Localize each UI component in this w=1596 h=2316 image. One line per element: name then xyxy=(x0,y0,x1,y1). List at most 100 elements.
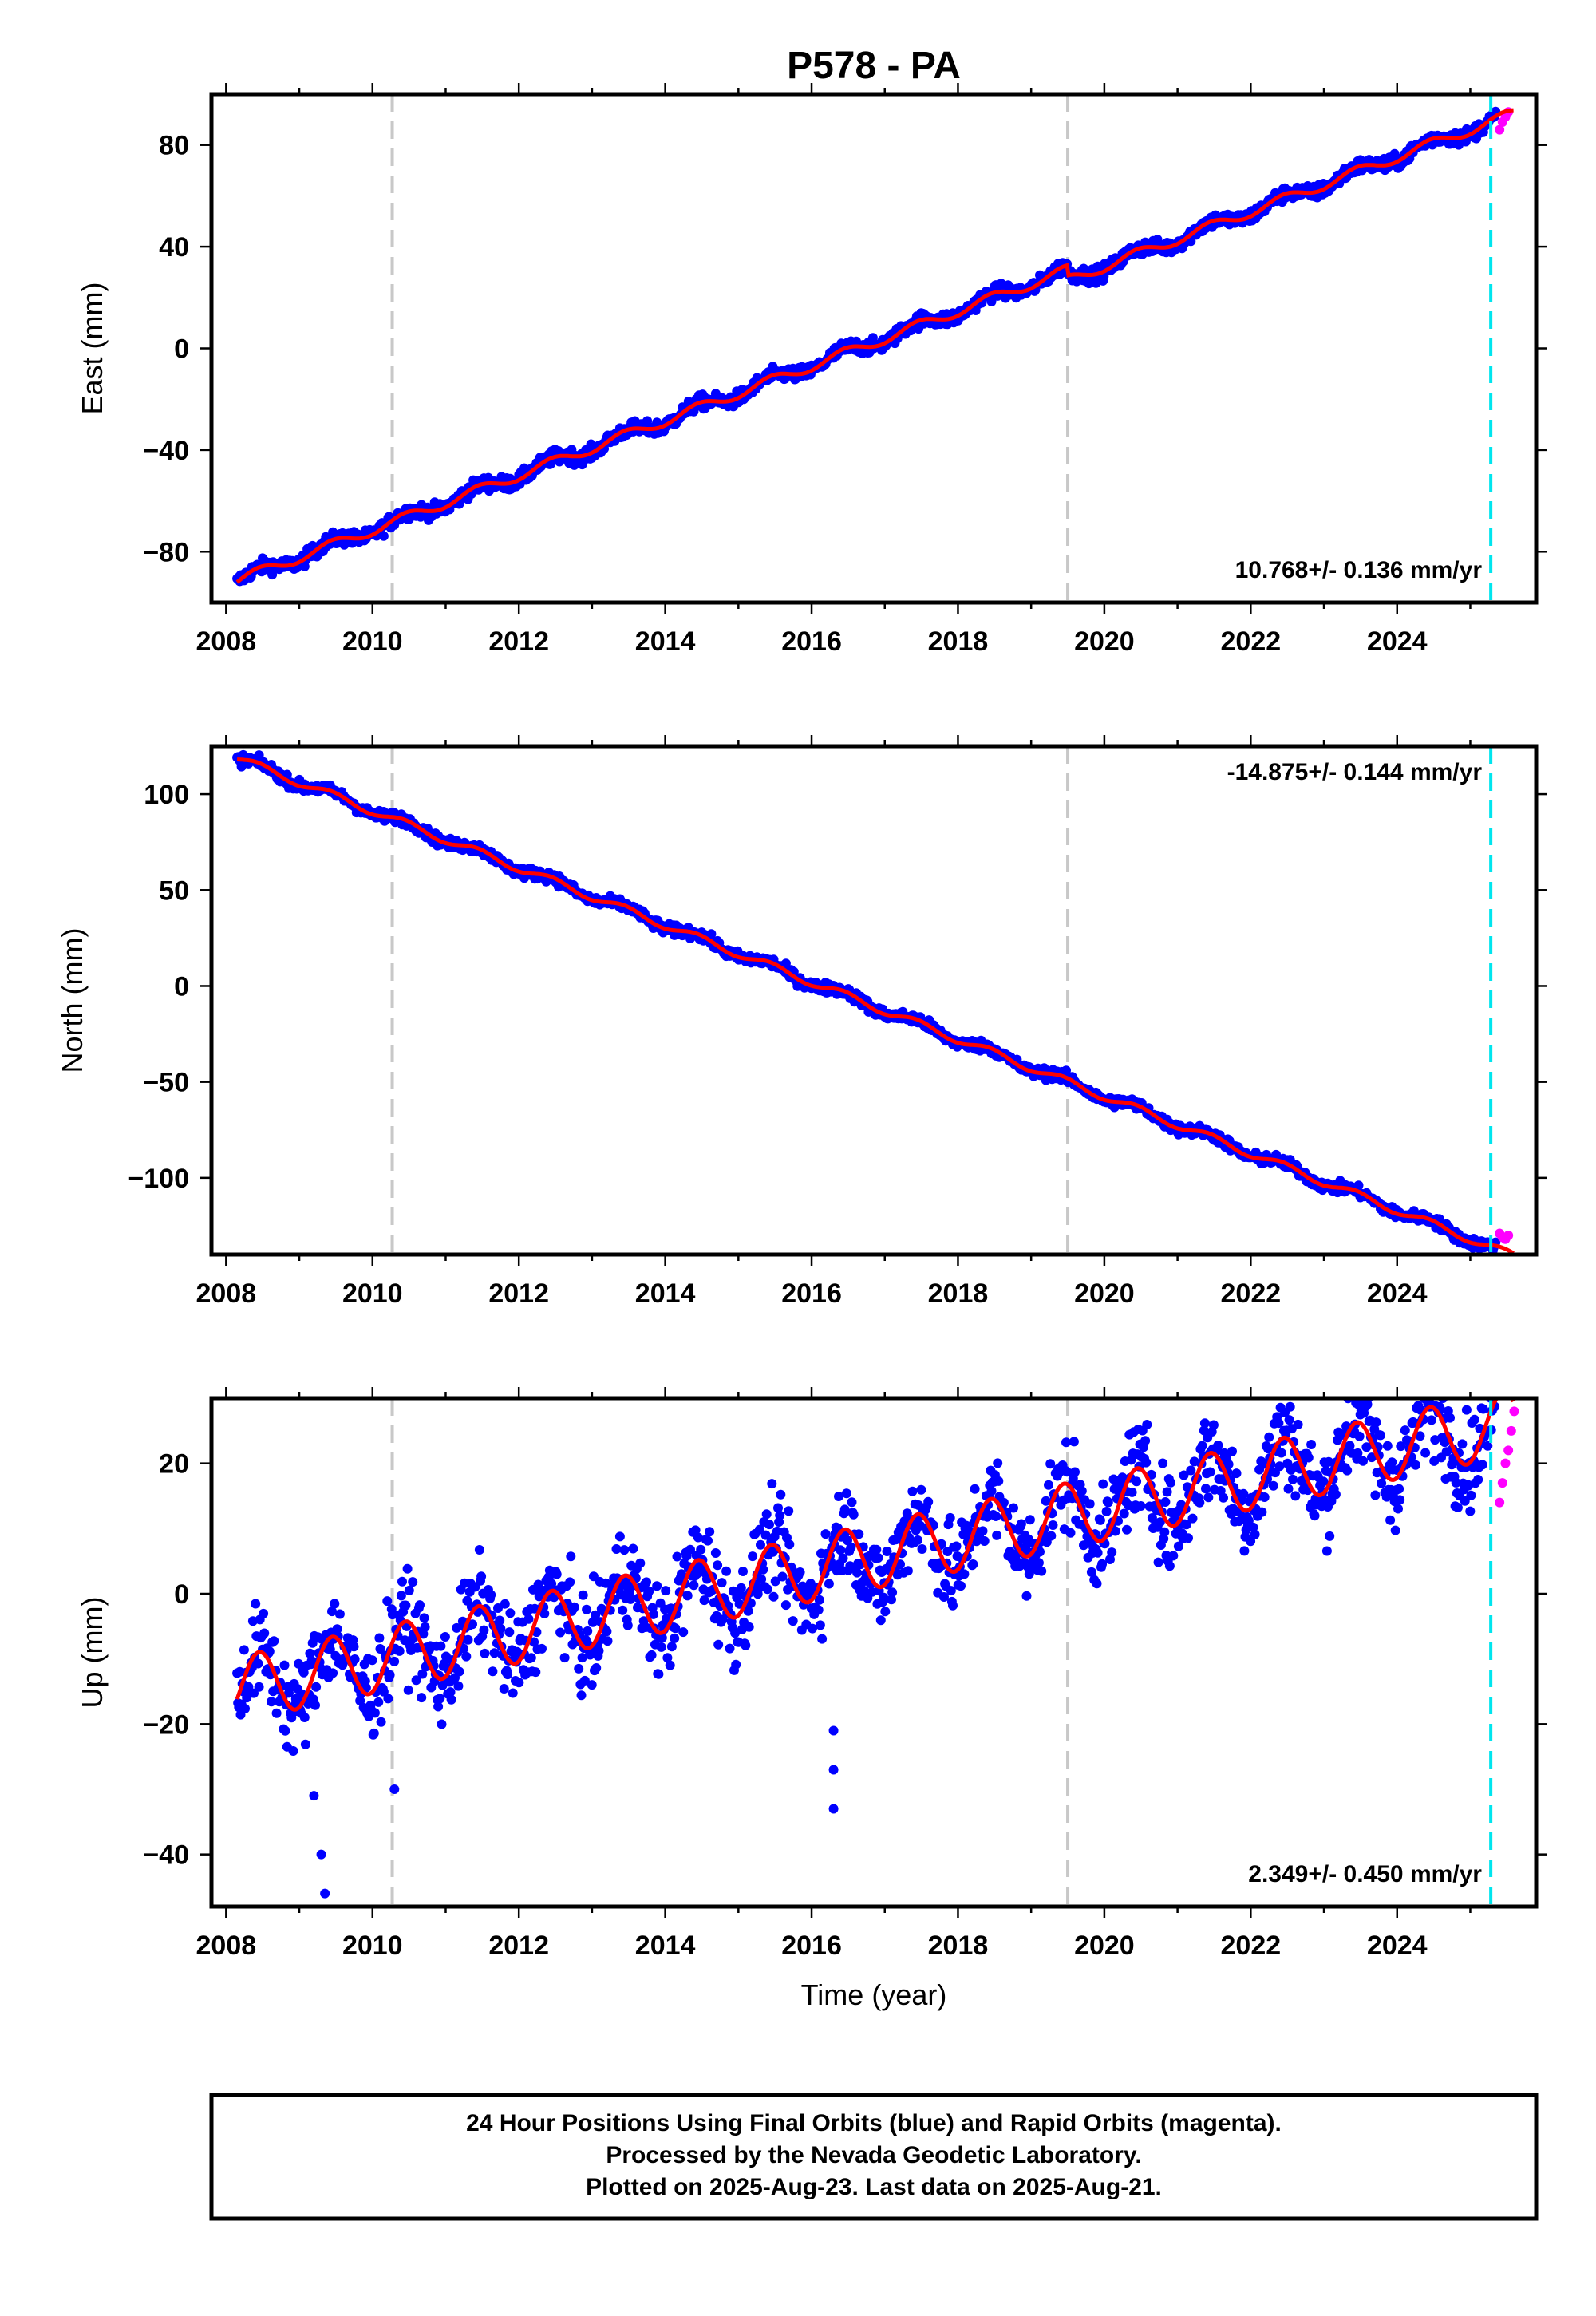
data-point xyxy=(1285,1401,1295,1412)
data-point xyxy=(902,1508,912,1519)
data-point xyxy=(725,1643,735,1654)
data-point xyxy=(594,1646,604,1656)
data-point xyxy=(1048,1520,1058,1530)
data-point xyxy=(468,1619,477,1630)
data-point xyxy=(1451,1477,1461,1488)
data-point xyxy=(325,1644,335,1654)
data-point xyxy=(879,1592,889,1603)
data-point xyxy=(1199,1425,1209,1436)
data-point xyxy=(1197,1441,1207,1451)
y-tick-label: −40 xyxy=(143,1840,189,1871)
data-point xyxy=(436,1641,446,1651)
data-point xyxy=(1283,1484,1294,1494)
x-tick-label: 2014 xyxy=(635,626,696,657)
data-point xyxy=(994,1476,1004,1486)
rapid-point xyxy=(1506,1425,1516,1436)
data-point xyxy=(1457,1439,1468,1449)
up-panel: 2008 2010 2012 2014 2016 2018 2020 2022 2024 −40 −… xyxy=(76,1385,1547,1961)
data-point xyxy=(689,1580,699,1591)
data-point xyxy=(537,1643,547,1654)
footer-line-2: Processed by the Nevada Geodetic Laborat… xyxy=(606,2142,1141,2168)
data-point xyxy=(1021,1591,1032,1601)
data-point xyxy=(463,1634,473,1645)
rate-annotation: 10.768+/- 0.136 mm/yr xyxy=(1235,557,1483,583)
data-point xyxy=(682,1591,693,1601)
data-point xyxy=(253,1658,263,1669)
data-point xyxy=(1086,1567,1096,1577)
data-point xyxy=(299,1713,310,1722)
data-point xyxy=(495,1615,505,1626)
x-tick-label: 2022 xyxy=(1221,1279,1282,1309)
data-point xyxy=(1069,1437,1079,1447)
data-point xyxy=(1325,1531,1335,1541)
data-point xyxy=(635,1558,646,1568)
data-point xyxy=(240,1704,250,1713)
data-point xyxy=(1127,1487,1137,1497)
data-point xyxy=(614,1531,625,1542)
data-point xyxy=(582,1604,592,1614)
x-tick-label: 2024 xyxy=(1367,1279,1428,1309)
outlier-point xyxy=(316,1849,326,1860)
data-point xyxy=(693,1532,703,1543)
data-point xyxy=(871,1544,882,1555)
data-point xyxy=(907,1486,918,1496)
data-point xyxy=(916,1484,926,1495)
rapid-point xyxy=(1495,124,1505,135)
data-point xyxy=(1227,1446,1237,1456)
data-point xyxy=(1248,1522,1258,1532)
data-point xyxy=(1045,1459,1056,1469)
data-point xyxy=(576,1690,587,1701)
data-point xyxy=(311,1682,322,1692)
north-panel: 2008 2010 2012 2014 2016 2018 2020 2022 2024 −100… xyxy=(56,735,1547,1309)
y-tick-label: 40 xyxy=(159,232,189,263)
data-point xyxy=(1117,1472,1128,1483)
x-axis-label: Time (year) xyxy=(801,1978,947,2011)
data-point xyxy=(646,1650,657,1660)
data-point xyxy=(254,1682,264,1692)
data-point xyxy=(489,1648,500,1658)
data-point xyxy=(654,1669,664,1679)
x-tick-label: 2018 xyxy=(928,1931,989,1961)
data-point xyxy=(411,1675,421,1686)
data-point xyxy=(1358,1456,1368,1466)
data-point xyxy=(349,1642,359,1652)
east-panel: 2008 2010 2012 2014 2016 2018 2020 2022 2024 −80 −… xyxy=(76,83,1547,657)
data-point xyxy=(738,1567,748,1576)
data-point xyxy=(374,1633,385,1643)
data-point xyxy=(1376,1430,1385,1441)
data-point xyxy=(267,1697,276,1707)
data-point xyxy=(1009,1503,1018,1513)
data-point xyxy=(1201,1484,1211,1494)
data-point xyxy=(369,1728,379,1738)
x-tick-label: 2024 xyxy=(1367,626,1428,657)
data-point xyxy=(334,1609,345,1619)
data-point xyxy=(1293,1419,1303,1429)
data-point xyxy=(1158,1458,1168,1468)
y-tick-label: −40 xyxy=(143,436,189,466)
data-point xyxy=(968,1559,978,1569)
data-point xyxy=(587,1680,597,1690)
y-tick-label: −100 xyxy=(128,1164,189,1194)
data-point xyxy=(433,1701,444,1712)
data-point xyxy=(602,1626,612,1637)
data-point xyxy=(685,1544,695,1555)
data-point xyxy=(1415,1431,1425,1441)
y-tick-label: 0 xyxy=(174,971,189,1002)
data-point xyxy=(948,1600,958,1611)
data-point xyxy=(310,1700,320,1710)
data-point xyxy=(1382,1441,1393,1451)
data-point xyxy=(1481,1385,1491,1394)
x-tick-label: 2008 xyxy=(196,1931,257,1961)
data-point xyxy=(378,1686,389,1697)
x-tick-label: 2022 xyxy=(1221,626,1282,657)
data-point xyxy=(741,1640,751,1650)
data-point xyxy=(539,1609,550,1618)
data-point xyxy=(736,1583,746,1593)
data-point xyxy=(1153,1557,1163,1567)
data-point xyxy=(569,1602,579,1612)
data-point xyxy=(618,1605,628,1615)
data-point xyxy=(743,1606,753,1616)
data-point xyxy=(775,1510,785,1520)
data-point xyxy=(648,1609,658,1619)
data-point xyxy=(503,1670,513,1680)
